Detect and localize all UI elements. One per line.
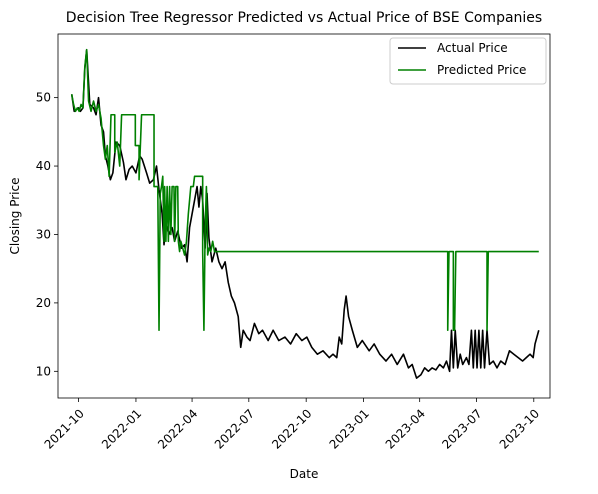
y-axis: 10 20 30 40 50 xyxy=(36,91,58,378)
y-tick-label: 40 xyxy=(36,159,51,173)
legend: Actual Price Predicted Price xyxy=(389,37,547,85)
y-tick-label: 30 xyxy=(36,227,51,241)
plot-area xyxy=(57,33,551,399)
legend-label-actual: Actual Price xyxy=(437,41,508,55)
y-axis-label: Closing Price xyxy=(8,178,22,255)
y-tick-label: 20 xyxy=(36,296,51,310)
plot-frame xyxy=(57,33,551,399)
series-layer xyxy=(70,48,540,379)
y-tick-label: 50 xyxy=(36,91,51,105)
x-axis-label: Date xyxy=(290,467,319,481)
series-line-predicted xyxy=(70,48,539,332)
series-line-actual xyxy=(70,48,540,379)
y-tick-label: 10 xyxy=(36,364,51,378)
chart-title: Decision Tree Regressor Predicted vs Act… xyxy=(66,10,542,26)
legend-label-predicted: Predicted Price xyxy=(437,63,526,77)
legend-frame xyxy=(389,37,547,85)
